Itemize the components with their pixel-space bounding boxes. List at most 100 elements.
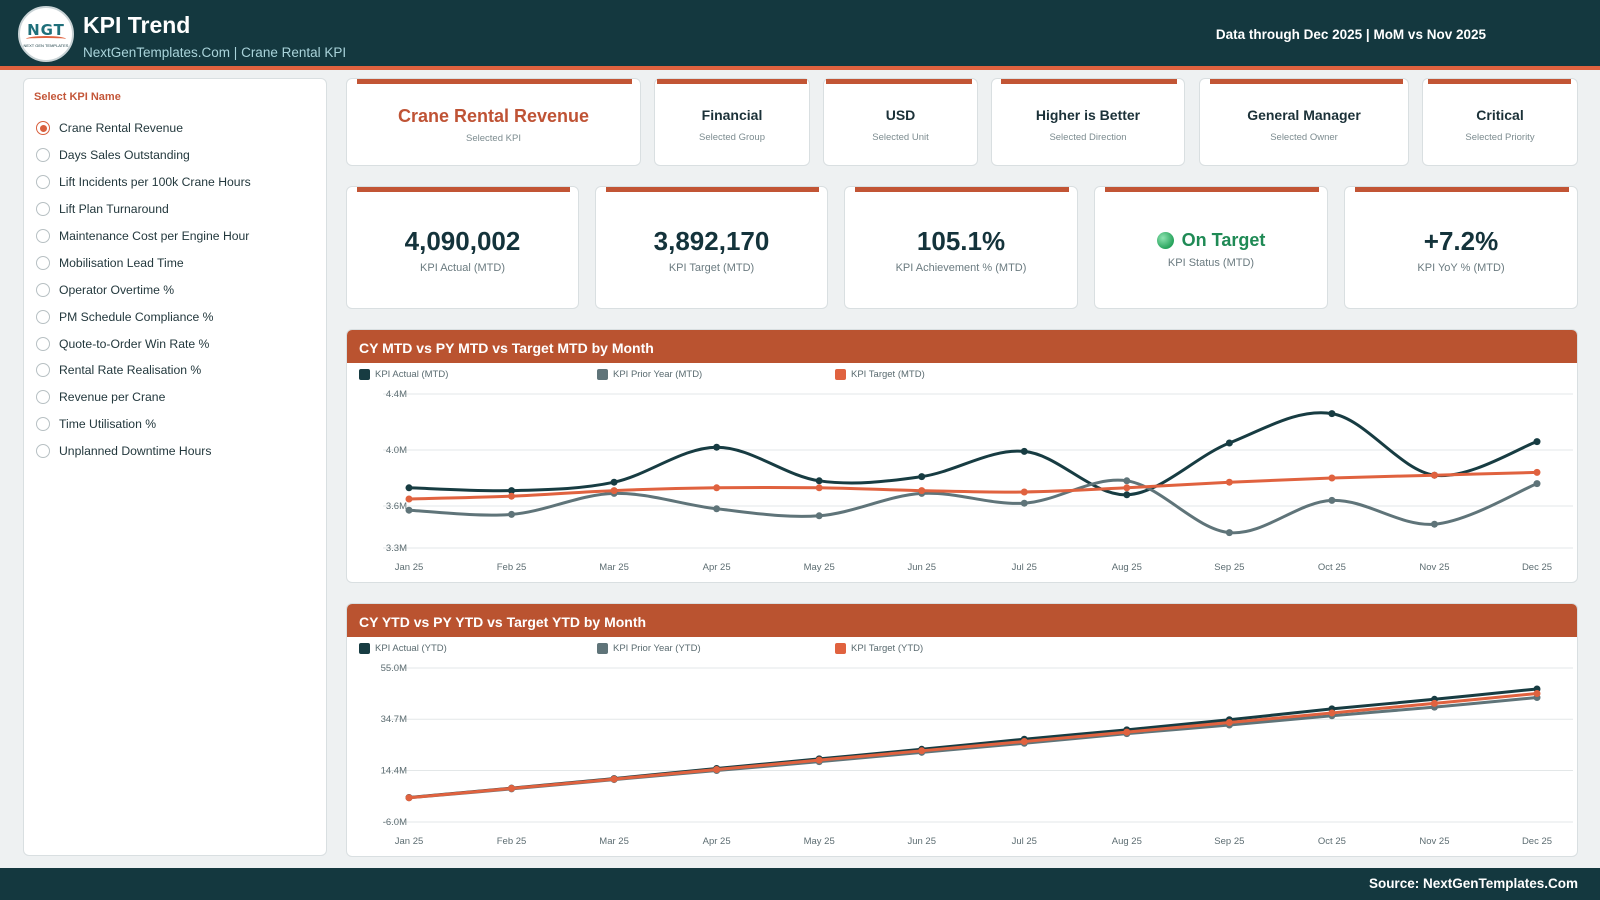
data-point-actual[interactable] xyxy=(1020,447,1028,455)
data-point-target[interactable] xyxy=(610,775,618,783)
series-line-target[interactable] xyxy=(408,470,1538,501)
data-point-prior-year[interactable] xyxy=(1430,520,1438,528)
data-point-target[interactable] xyxy=(713,765,721,773)
kpi-option[interactable]: Lift Plan Turnaround xyxy=(36,196,251,223)
kpi-option[interactable]: Days Sales Outstanding xyxy=(36,142,251,169)
kpi-option[interactable]: PM Schedule Compliance % xyxy=(36,303,251,330)
series-line-actual[interactable] xyxy=(408,411,1538,497)
data-point-actual[interactable] xyxy=(713,443,721,451)
data-point-target[interactable] xyxy=(610,487,618,495)
data-point-actual[interactable] xyxy=(918,473,926,481)
radio-button-icon[interactable] xyxy=(36,229,50,243)
data-point-prior-year[interactable] xyxy=(1123,477,1131,485)
legend-item-prior-year[interactable]: KPI Prior Year (MTD) xyxy=(597,369,835,380)
data-point-prior-year[interactable] xyxy=(815,512,823,520)
x-tick-label: Feb 25 xyxy=(497,562,527,573)
data-point-target[interactable] xyxy=(1225,719,1233,727)
card-accent-bar xyxy=(1001,79,1177,84)
data-point-target[interactable] xyxy=(1225,478,1233,486)
data-point-target[interactable] xyxy=(1123,484,1131,492)
radio-button-icon[interactable] xyxy=(36,336,50,351)
radio-button-icon[interactable] xyxy=(36,417,50,432)
data-point-target[interactable] xyxy=(918,487,926,495)
kpi-option[interactable]: Time Utilisation % xyxy=(36,411,251,438)
data-point-target[interactable] xyxy=(1020,488,1028,496)
data-point-target[interactable] xyxy=(1430,699,1438,707)
data-point-target[interactable] xyxy=(1533,468,1541,476)
kpi-option[interactable]: Operator Overtime % xyxy=(36,276,251,303)
legend-item-actual[interactable]: KPI Actual (MTD) xyxy=(359,369,597,380)
ytd-line-chart: 55.0M 34.7M 14.4M -6.0M Jan 25 Feb 25 Mar 25 Ap… xyxy=(381,663,1573,847)
legend-swatch-target xyxy=(835,643,846,654)
data-point-prior-year[interactable] xyxy=(1533,480,1541,488)
kpi-option[interactable]: Revenue per Crane xyxy=(36,384,251,411)
selected-unit-card: USD Selected Unit xyxy=(823,78,978,166)
kpi-option[interactable]: Unplanned Downtime Hours xyxy=(36,438,251,465)
data-point-target[interactable] xyxy=(1328,709,1336,717)
legend-item-target[interactable]: KPI Target (MTD) xyxy=(835,369,1073,380)
radio-button-icon[interactable] xyxy=(36,121,50,136)
data-point-prior-year[interactable] xyxy=(1225,529,1233,537)
kpi-option-label: Quote-to-Order Win Rate % xyxy=(59,336,210,351)
data-point-target[interactable] xyxy=(815,756,823,764)
data-point-actual[interactable] xyxy=(815,477,823,485)
data-point-actual[interactable] xyxy=(1328,410,1336,418)
kpi-option[interactable]: Lift Incidents per 100k Crane Hours xyxy=(36,169,251,196)
kpi-option[interactable]: Crane Rental Revenue xyxy=(36,115,251,142)
data-point-target[interactable] xyxy=(1123,728,1131,736)
data-point-prior-year[interactable] xyxy=(713,505,721,513)
kpi-option-label: Maintenance Cost per Engine Hour xyxy=(59,229,250,243)
selected-owner-card: General Manager Selected Owner xyxy=(1199,78,1409,166)
data-point-prior-year[interactable] xyxy=(405,506,413,514)
radio-button-icon[interactable] xyxy=(36,390,50,405)
data-point-target[interactable] xyxy=(713,484,721,492)
radio-button-icon[interactable] xyxy=(36,363,50,378)
kpi-option[interactable]: Quote-to-Order Win Rate % xyxy=(36,330,251,357)
radio-button-icon[interactable] xyxy=(36,175,50,190)
x-tick-label: Mar 25 xyxy=(599,562,629,573)
radio-button-icon[interactable] xyxy=(36,255,50,270)
data-point-actual[interactable] xyxy=(610,478,618,486)
data-point-actual[interactable] xyxy=(405,484,413,492)
kpi-option[interactable]: Maintenance Cost per Engine Hour xyxy=(36,223,251,250)
legend-item-target[interactable]: KPI Target (YTD) xyxy=(835,643,1073,654)
kpi-status-value: On Target xyxy=(1181,230,1266,250)
data-point-target[interactable] xyxy=(1533,689,1541,697)
radio-button-icon[interactable] xyxy=(36,148,50,163)
series-line-target[interactable] xyxy=(408,692,1538,800)
header-bar: NGT NEXT GEN TEMPLATES KPI Trend NextGen… xyxy=(0,0,1600,66)
legend-item-prior-year[interactable]: KPI Prior Year (YTD) xyxy=(597,643,835,654)
data-point-target[interactable] xyxy=(815,484,823,492)
data-point-target[interactable] xyxy=(508,492,516,500)
data-point-target[interactable] xyxy=(1430,471,1438,479)
data-point-actual[interactable] xyxy=(508,487,516,495)
kpi-option[interactable]: Rental Rate Realisation % xyxy=(36,357,251,384)
series-line-prior-year[interactable] xyxy=(408,478,1538,535)
data-point-prior-year[interactable] xyxy=(1328,496,1336,504)
radio-button-icon[interactable] xyxy=(36,309,50,324)
data-point-target[interactable] xyxy=(405,794,413,802)
legend-swatch-target xyxy=(835,369,846,380)
data-point-prior-year[interactable] xyxy=(1020,499,1028,507)
data-point-actual[interactable] xyxy=(1123,491,1131,499)
data-point-actual[interactable] xyxy=(1533,438,1541,446)
kpi-actual-label: KPI Actual (MTD) xyxy=(420,262,505,274)
data-point-actual[interactable] xyxy=(1225,439,1233,447)
radio-button-icon[interactable] xyxy=(36,202,50,217)
data-point-prior-year[interactable] xyxy=(508,510,516,518)
x-tick-label: Jan 25 xyxy=(395,836,424,847)
radio-button-icon[interactable] xyxy=(36,444,50,459)
radio-button-icon[interactable] xyxy=(36,282,50,297)
data-point-target[interactable] xyxy=(1328,474,1336,482)
data-point-target[interactable] xyxy=(508,784,516,792)
kpi-option[interactable]: Mobilisation Lead Time xyxy=(36,249,251,276)
legend-item-actual[interactable]: KPI Actual (YTD) xyxy=(359,643,597,654)
card-accent-bar xyxy=(357,79,632,84)
mtd-line-chart: 4.4M 4.0M 3.6M 3.3M Jan 25 Feb 25 Mar 25 Apr 25… xyxy=(383,389,1573,573)
data-point-target[interactable] xyxy=(405,495,413,503)
card-accent-bar xyxy=(657,79,807,84)
data-point-target[interactable] xyxy=(918,747,926,755)
data-point-target[interactable] xyxy=(1020,737,1028,745)
x-tick-label: Feb 25 xyxy=(497,836,527,847)
y-tick-label: 3.6M xyxy=(386,501,407,512)
